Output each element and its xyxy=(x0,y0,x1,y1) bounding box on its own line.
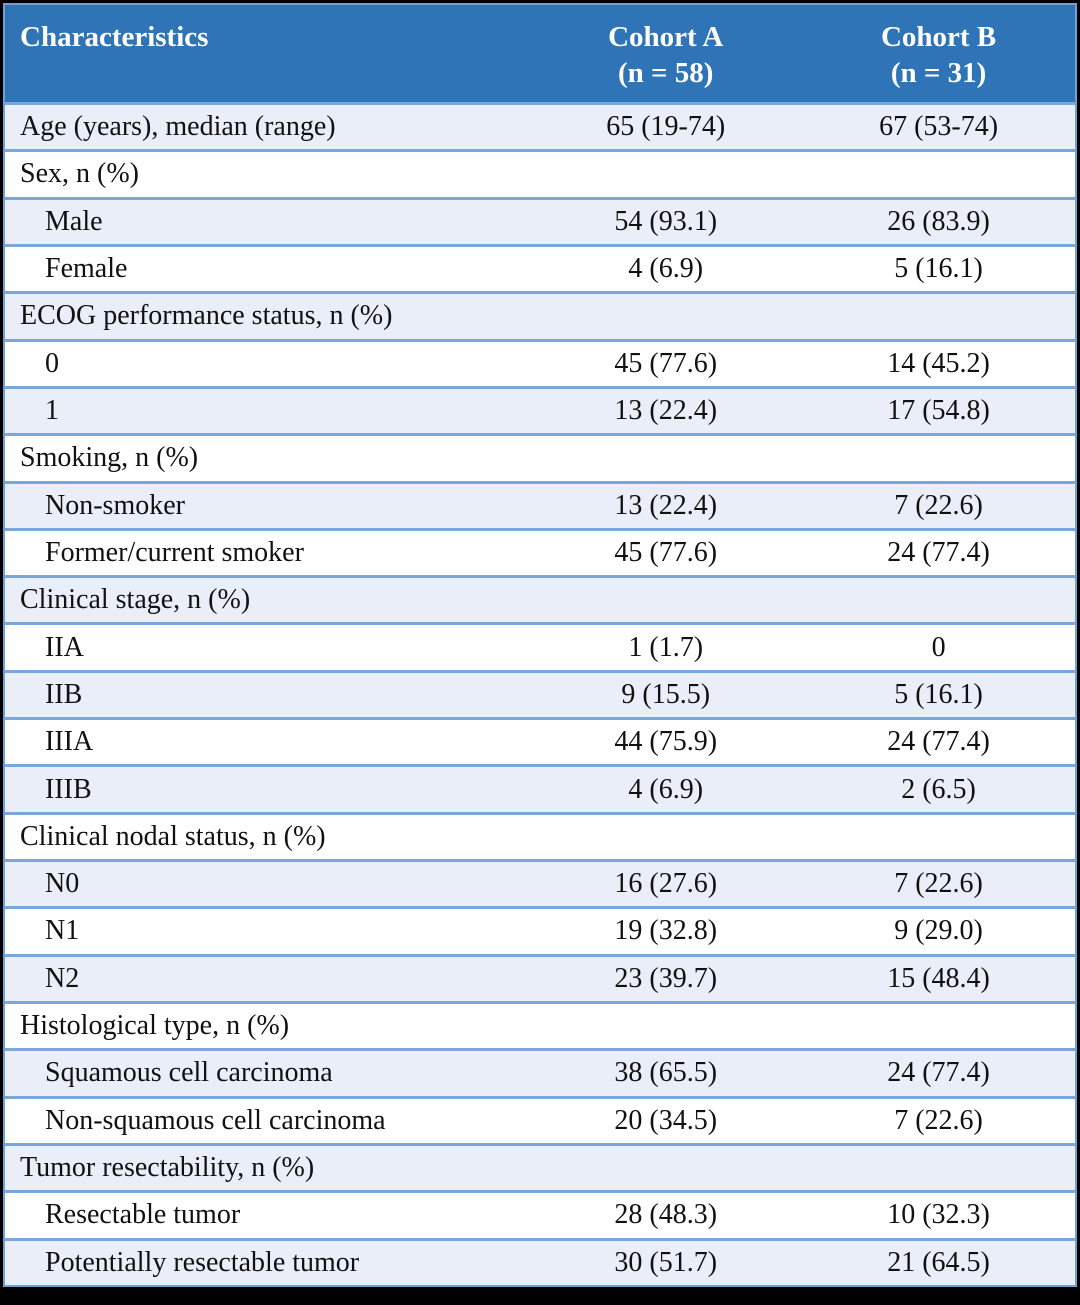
row-label: 0 xyxy=(45,347,59,379)
cohort-b-value: 14 (45.2) xyxy=(887,347,990,379)
cohort-a-value: 45 (77.6) xyxy=(614,347,718,379)
row-label: IIIB xyxy=(45,773,92,805)
table-row-stage-iia: IIA 1 (1.7) 0 xyxy=(5,622,1075,670)
cohort-a-value: 28 (48.3) xyxy=(614,1199,718,1231)
cohort-a-value: 20 (34.5) xyxy=(614,1104,718,1136)
table-row-n2: N2 23 (39.7) 15 (48.4) xyxy=(5,953,1075,1001)
table-row-female: Female 4 (6.9) 5 (16.1) xyxy=(5,243,1075,292)
cohort-b-value: 24 (77.4) xyxy=(887,726,990,758)
cohort-a-value: 38 (65.5) xyxy=(614,1057,718,1089)
row-label: Histological type, n (%) xyxy=(20,1010,290,1042)
row-label: ECOG performance status, n (%) xyxy=(20,300,393,332)
header-characteristics: Characteristics xyxy=(20,21,209,53)
cohort-a-value: 54 (93.1) xyxy=(614,205,718,237)
cohort-b-value: 26 (83.9) xyxy=(887,205,990,237)
row-label: IIB xyxy=(45,678,83,710)
table-row-clinical-stage-category: Clinical stage, n (%) xyxy=(5,575,1075,623)
cohort-a-value: 1 (1.7) xyxy=(628,631,704,663)
table-row-non-smoker: Non-smoker 13 (22.4) 7 (22.6) xyxy=(5,480,1075,528)
header-cohort-b-label: Cohort B xyxy=(880,21,997,53)
row-label: Male xyxy=(45,205,103,237)
table-row-ecog-1: 1 13 (22.4) 17 (54.8) xyxy=(5,385,1075,434)
cohort-b-value: 2 (6.5) xyxy=(901,773,976,805)
cohort-b-value: 7 (22.6) xyxy=(894,1104,983,1136)
cohort-b-value: 5 (16.1) xyxy=(894,253,983,285)
cohort-b-value: 24 (77.4) xyxy=(887,1057,990,1089)
cohort-b-value: 10 (32.3) xyxy=(887,1199,990,1231)
table-row-nodal-status-category: Clinical nodal status, n (%) xyxy=(5,811,1075,859)
header-cohort-a-label: Cohort A xyxy=(608,21,724,53)
table-body: Age (years), median (range) 65 (19-74) 6… xyxy=(5,102,1075,1285)
cohort-b-value: 17 (54.8) xyxy=(887,395,990,427)
cohort-a-value: 4 (6.9) xyxy=(628,253,704,285)
row-label: Resectable tumor xyxy=(45,1199,241,1231)
row-label: N2 xyxy=(45,962,80,994)
cohort-b-value: 9 (29.0) xyxy=(894,915,983,947)
row-label: Squamous cell carcinoma xyxy=(45,1057,333,1089)
row-label: N0 xyxy=(45,868,80,900)
row-label: Clinical nodal status, n (%) xyxy=(20,820,326,852)
cohort-b-value: 5 (16.1) xyxy=(894,678,983,710)
cohort-a-value: 16 (27.6) xyxy=(614,868,718,900)
row-label: Tumor resectability, n (%) xyxy=(20,1152,315,1184)
cohort-a-value: 23 (39.7) xyxy=(614,962,718,994)
table-row-sex-category: Sex, n (%) xyxy=(5,149,1075,197)
cohort-a-value: 13 (22.4) xyxy=(614,489,718,521)
row-label: Former/current smoker xyxy=(45,536,304,568)
row-label: Non-smoker xyxy=(45,489,185,521)
table-row-resectability-category: Tumor resectability, n (%) xyxy=(5,1142,1075,1191)
table-row-potentially-resectable-tumor: Potentially resectable tumor 30 (51.7) 2… xyxy=(5,1237,1075,1285)
table-row-n1: N1 19 (32.8) 9 (29.0) xyxy=(5,906,1075,954)
row-label: Smoking, n (%) xyxy=(20,442,199,474)
cohort-a-value: 19 (32.8) xyxy=(614,915,718,947)
row-label: N1 xyxy=(45,915,80,947)
table-row-ecog-0: 0 45 (77.6) 14 (45.2) xyxy=(5,338,1075,386)
cohort-b-value: 15 (48.4) xyxy=(887,962,990,994)
row-label: Potentially resectable tumor xyxy=(45,1246,360,1278)
cohort-b-value: 0 xyxy=(931,631,946,663)
row-label: IIIA xyxy=(45,726,94,758)
row-label: Non-squamous cell carcinoma xyxy=(45,1104,386,1136)
table-row-male: Male 54 (93.1) 26 (83.9) xyxy=(5,196,1075,244)
cohort-a-value: 30 (51.7) xyxy=(614,1246,718,1278)
table-row-non-squamous: Non-squamous cell carcinoma 20 (34.5) 7 … xyxy=(5,1095,1075,1143)
cohort-a-value: 9 (15.5) xyxy=(621,678,711,710)
cohort-a-value: 4 (6.9) xyxy=(628,773,704,805)
table-row-histological-type-category: Histological type, n (%) xyxy=(5,1000,1075,1049)
cohort-a-value: 13 (22.4) xyxy=(614,395,718,427)
cohort-a-value: 65 (19-74) xyxy=(606,111,726,143)
header-cohort-a-n: (n = 58) xyxy=(617,57,714,89)
header-cohort-a: Cohort A (n = 58) xyxy=(529,5,802,102)
header-cohort-b-n: (n = 31) xyxy=(890,57,987,89)
row-label: Age (years), median (range) xyxy=(20,111,336,143)
table-row-stage-iib: IIB 9 (15.5) 5 (16.1) xyxy=(5,669,1075,718)
row-label: 1 xyxy=(45,395,59,427)
table-row-stage-iiib: IIIB 4 (6.9) 2 (6.5) xyxy=(5,764,1075,812)
table-row-ecog-category: ECOG performance status, n (%) xyxy=(5,291,1075,339)
cohort-b-value: 7 (22.6) xyxy=(894,868,983,900)
cohort-b-value: 7 (22.6) xyxy=(894,489,983,521)
row-label: Sex, n (%) xyxy=(20,158,139,190)
table-row-squamous: Squamous cell carcinoma 38 (65.5) 24 (77… xyxy=(5,1048,1075,1096)
row-label: IIA xyxy=(45,631,84,663)
cohort-b-value: 67 (53-74) xyxy=(879,111,999,143)
table-row-age: Age (years), median (range) 65 (19-74) 6… xyxy=(5,102,1075,150)
characteristics-table: Characteristics Cohort A (n = 58) Cohort… xyxy=(3,3,1077,1287)
table-row-smoking-category: Smoking, n (%) xyxy=(5,433,1075,481)
header-cohort-b: Cohort B (n = 31) xyxy=(802,5,1075,102)
row-label: Clinical stage, n (%) xyxy=(20,584,251,616)
cohort-a-value: 45 (77.6) xyxy=(614,536,718,568)
table-header: Characteristics Cohort A (n = 58) Cohort… xyxy=(5,5,1075,102)
cohort-a-value: 44 (75.9) xyxy=(614,726,718,758)
table-row-resectable-tumor: Resectable tumor 28 (48.3) 10 (32.3) xyxy=(5,1190,1075,1238)
cohort-b-value: 21 (64.5) xyxy=(887,1246,990,1278)
row-label: Female xyxy=(45,253,128,285)
table-row-stage-iiia: IIIA 44 (75.9) 24 (77.4) xyxy=(5,717,1075,765)
table-row-former-current-smoker: Former/current smoker 45 (77.6) 24 (77.4… xyxy=(5,527,1075,576)
table-row-n0: N0 16 (27.6) 7 (22.6) xyxy=(5,859,1075,907)
cohort-b-value: 24 (77.4) xyxy=(887,536,990,568)
